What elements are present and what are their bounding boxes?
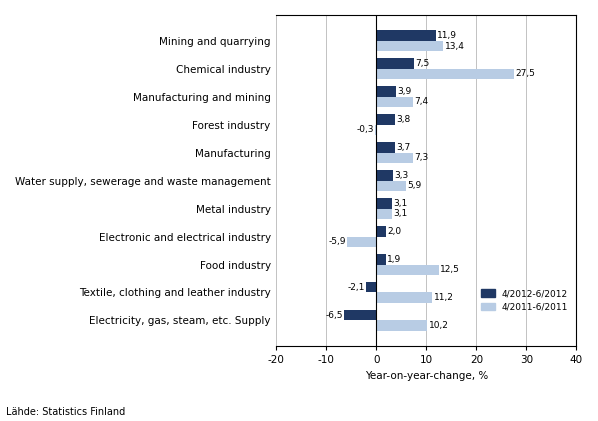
Bar xyxy=(376,170,393,181)
X-axis label: Year-on-year-change, %: Year-on-year-change, % xyxy=(365,371,488,381)
Bar xyxy=(347,237,376,247)
Text: 27,5: 27,5 xyxy=(515,69,535,78)
Text: 3,3: 3,3 xyxy=(394,171,408,180)
Bar xyxy=(376,226,386,237)
Bar xyxy=(376,86,396,97)
Text: 3,7: 3,7 xyxy=(396,143,410,152)
Text: 2,0: 2,0 xyxy=(388,227,402,236)
Text: 5,9: 5,9 xyxy=(407,181,422,190)
Text: 3,8: 3,8 xyxy=(396,115,411,124)
Text: 7,5: 7,5 xyxy=(415,59,429,68)
Bar xyxy=(376,254,386,264)
Text: -0,3: -0,3 xyxy=(356,125,374,134)
Bar xyxy=(376,264,439,275)
Text: 1,9: 1,9 xyxy=(387,255,401,264)
Bar xyxy=(376,181,406,191)
Bar xyxy=(376,142,395,152)
Bar xyxy=(376,293,432,303)
Text: -6,5: -6,5 xyxy=(325,311,343,320)
Text: -2,1: -2,1 xyxy=(347,282,365,292)
Text: 11,2: 11,2 xyxy=(434,293,453,302)
Bar xyxy=(376,320,428,331)
Text: 11,9: 11,9 xyxy=(437,31,457,40)
Text: 3,9: 3,9 xyxy=(397,87,411,96)
Bar xyxy=(376,208,392,219)
Bar xyxy=(376,58,414,69)
Text: Lähde: Statistics Finland: Lähde: Statistics Finland xyxy=(6,407,125,417)
Bar xyxy=(376,41,443,51)
Text: 12,5: 12,5 xyxy=(440,265,460,274)
Text: 7,4: 7,4 xyxy=(414,97,429,107)
Bar xyxy=(376,152,413,163)
Bar xyxy=(375,125,376,135)
Bar xyxy=(376,198,392,208)
Text: 3,1: 3,1 xyxy=(393,199,407,208)
Bar xyxy=(366,282,376,293)
Bar xyxy=(376,97,413,107)
Text: 3,1: 3,1 xyxy=(393,209,407,218)
Bar xyxy=(376,30,436,41)
Bar xyxy=(376,69,514,79)
Text: 10,2: 10,2 xyxy=(429,321,448,330)
Text: -5,9: -5,9 xyxy=(328,237,346,246)
Bar xyxy=(344,310,376,320)
Bar xyxy=(376,114,395,125)
Text: 13,4: 13,4 xyxy=(445,42,465,51)
Legend: 4/2012-6/2012, 4/2011-6/2011: 4/2012-6/2012, 4/2011-6/2011 xyxy=(478,285,572,315)
Text: 7,3: 7,3 xyxy=(414,153,428,163)
